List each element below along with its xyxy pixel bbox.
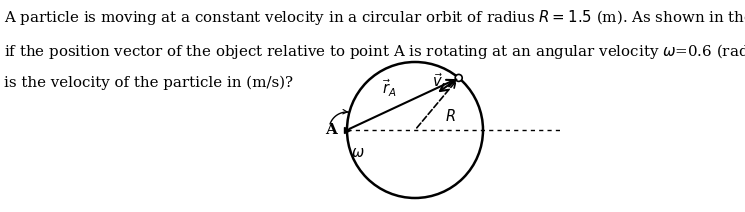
Text: $R$: $R$ bbox=[445, 108, 456, 124]
Text: is the velocity of the particle in (m/s)?: is the velocity of the particle in (m/s)… bbox=[4, 76, 293, 90]
Text: $\vec{r}_A$: $\vec{r}_A$ bbox=[381, 77, 396, 99]
Text: A particle is moving at a constant velocity in a circular orbit of radius $R = 1: A particle is moving at a constant veloc… bbox=[4, 8, 745, 27]
Text: A: A bbox=[325, 123, 337, 137]
Circle shape bbox=[455, 74, 462, 81]
Text: $\vec{v}$: $\vec{v}$ bbox=[432, 72, 443, 90]
Text: $\omega$: $\omega$ bbox=[351, 146, 364, 160]
Text: if the position vector of the object relative to point A is rotating at an angul: if the position vector of the object rel… bbox=[4, 42, 745, 61]
